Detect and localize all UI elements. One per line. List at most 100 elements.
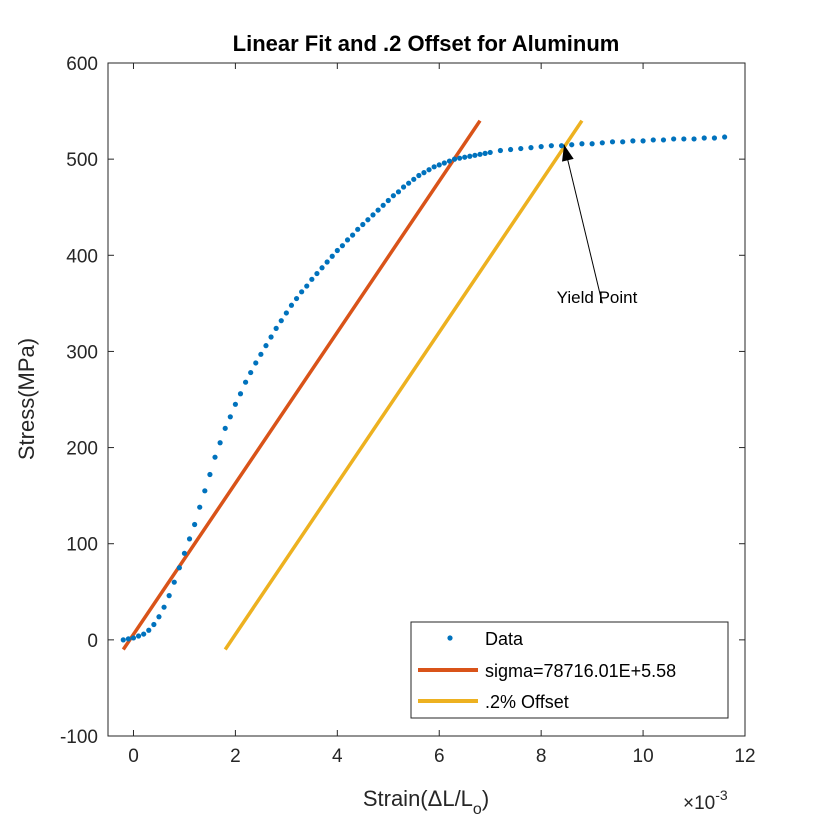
legend: Data sigma=78716.01E+5.58 .2% Offset: [410, 621, 729, 719]
data-point: [202, 488, 208, 494]
data-point: [350, 232, 356, 238]
data-point: [329, 253, 335, 259]
data-point: [467, 153, 473, 159]
data-point: [248, 369, 254, 376]
data-point: [237, 391, 244, 397]
data-point: [558, 143, 565, 149]
data-point: [304, 283, 310, 289]
data-point: [324, 259, 330, 265]
data-point: [681, 136, 687, 142]
data-point: [217, 440, 223, 446]
annotation-arrow-head: [562, 144, 574, 162]
data-point: [518, 145, 524, 152]
x-axis-exponent: ×10-3: [683, 787, 728, 814]
y-tick-labels: -100 0 100 200 300 400 500 600: [60, 54, 98, 748]
yield-point-annotation: [562, 144, 603, 304]
data-point: [548, 143, 554, 149]
data-point: [390, 193, 396, 199]
data-point: [268, 334, 274, 340]
data-point: [426, 167, 432, 173]
data-point: [365, 217, 371, 223]
data-point: [701, 135, 707, 141]
data-point: [385, 197, 391, 204]
data-point: [192, 521, 198, 528]
data-point: [620, 139, 626, 145]
data-point: [395, 189, 402, 195]
data-point: [130, 635, 137, 641]
data-point: [599, 140, 605, 146]
annotation-arrow-line: [563, 144, 603, 304]
y-tick-label: -100: [60, 727, 98, 748]
data-point: [171, 579, 177, 585]
data-point: [299, 289, 305, 295]
y-tick-label: 200: [66, 439, 98, 460]
data-point: [207, 471, 213, 478]
legend-label-offset: .2% Offset: [485, 692, 569, 712]
fit-lines: [121, 119, 584, 651]
data-point: [186, 536, 193, 542]
data-point: [451, 156, 458, 162]
data-point: [151, 621, 157, 628]
data-point: [355, 226, 361, 232]
data-point: [135, 633, 142, 639]
y-tick-label: 0: [87, 631, 98, 652]
data-point: [197, 504, 203, 510]
data-point: [314, 270, 320, 277]
data-point: [446, 158, 453, 164]
data-point: [441, 160, 447, 166]
data-point: [589, 141, 595, 147]
x-tick-label: 10: [633, 746, 654, 767]
data-point: [579, 141, 585, 147]
data-point: [273, 325, 279, 331]
x-tick-label: 4: [332, 746, 343, 767]
data-point: [497, 147, 503, 154]
x-tick-label: 2: [230, 746, 241, 767]
data-point: [640, 138, 646, 144]
data-point: [691, 136, 697, 142]
data-point: [406, 180, 412, 186]
data-point: [253, 360, 259, 366]
legend-marker-data: [447, 635, 453, 641]
data-point: [375, 207, 381, 213]
data-point: [146, 627, 152, 633]
data-point: [319, 265, 325, 271]
data-point: [166, 593, 172, 599]
data-point: [528, 145, 534, 151]
data-point: [120, 637, 126, 643]
data-point: [630, 138, 636, 144]
data-point: [344, 237, 351, 243]
data-point: [457, 155, 463, 161]
x-axis-label: Strain(ΔL/Lo): [363, 786, 489, 818]
data-point: [722, 134, 728, 140]
y-tick-label: 600: [66, 54, 98, 75]
data-point: [660, 137, 667, 143]
data-point: [650, 137, 656, 143]
chart-title: Linear Fit and .2 Offset for Aluminum: [233, 31, 620, 56]
data-point: [482, 150, 488, 156]
data-point: [431, 164, 437, 170]
data-point: [507, 146, 514, 153]
data-point: [339, 243, 346, 249]
data-point: [609, 139, 616, 145]
data-point: [141, 631, 147, 637]
data-point: [477, 151, 483, 157]
data-point: [671, 136, 677, 142]
data-point: [309, 276, 315, 282]
y-tick-label: 500: [66, 150, 98, 171]
x-tick-label: 12: [734, 746, 755, 767]
legend-label-fit: sigma=78716.01E+5.58: [485, 661, 676, 681]
data-point: [411, 176, 417, 182]
data-point: [472, 152, 478, 158]
data-point: [278, 318, 284, 324]
data-point: [421, 170, 427, 176]
data-point: [380, 202, 386, 208]
series-line-1: [121, 119, 482, 651]
data-point: [161, 604, 167, 610]
data-point: [176, 565, 182, 571]
y-tick-label: 400: [66, 246, 98, 267]
series-line-2: [223, 119, 584, 651]
data-point: [156, 614, 162, 620]
data-point: [370, 212, 376, 218]
data-point: [227, 414, 233, 420]
